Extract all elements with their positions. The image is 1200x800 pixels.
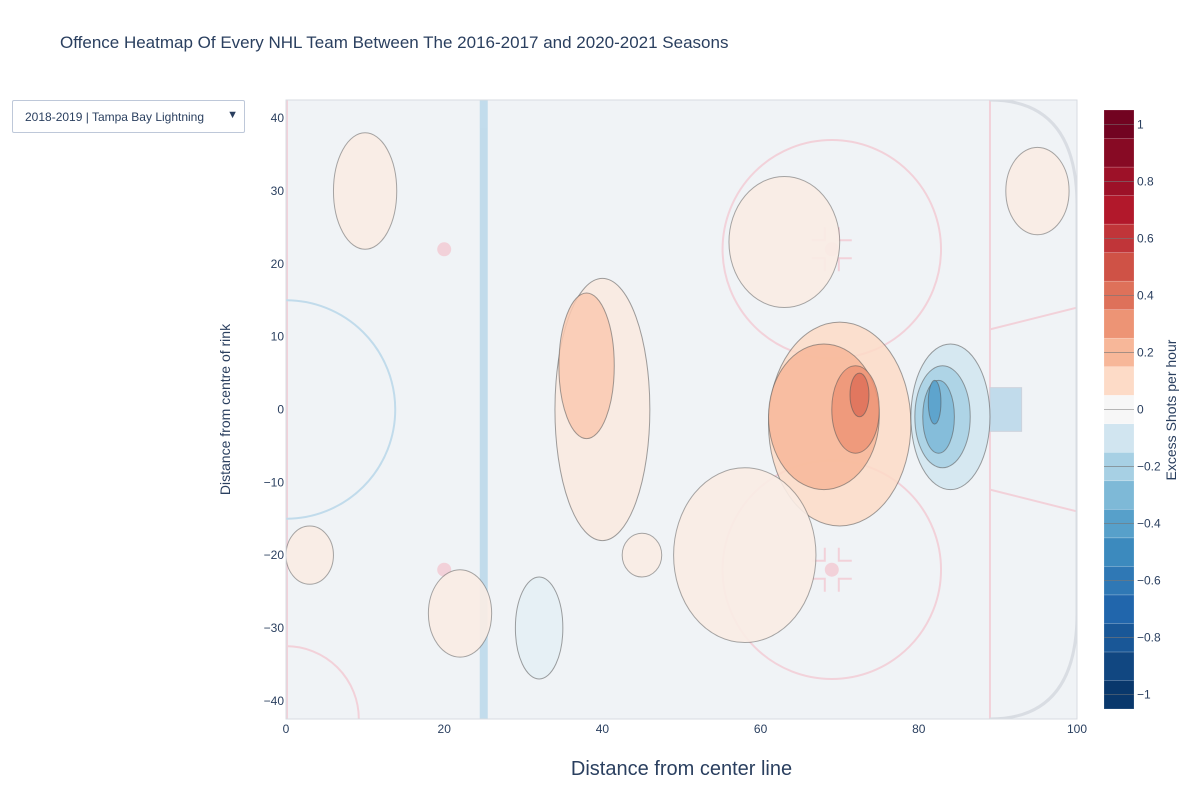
colorbar-tick-label: 0.2 [1137,345,1154,359]
contour-region [1005,146,1070,236]
chart-title: Offence Heatmap Of Every NHL Team Betwee… [60,33,729,52]
hash-mark [837,577,852,592]
y-tick-label: 20 [271,257,285,271]
neutral-faceoff-dot [437,242,452,257]
y-tick-label: −20 [264,548,285,562]
colorbar-tick-label: 0.4 [1137,288,1154,302]
colorbar-tick-label: −0.8 [1137,631,1161,645]
contour-region [332,132,398,250]
colorbar-step [1103,423,1135,453]
hash-mark [837,257,852,272]
colorbar-tick-label: −0.6 [1137,574,1161,588]
trapezoid-line [989,488,1077,513]
x-tick-label: 100 [1067,722,1087,736]
colorbar-title: Excess Shots per hour [1163,339,1179,480]
boards [989,100,1077,719]
contour-region [514,576,564,680]
x-tick-label: 60 [754,722,768,736]
colorbar-step [1103,366,1135,396]
center-circle [286,299,397,520]
hash-mark [811,577,826,592]
plot-area [286,100,1077,719]
contour-region [673,467,817,644]
hash-mark [837,547,852,562]
team-season-dropdown[interactable]: 2018-2019 | Tampa Bay Lightning ▼ [12,100,245,133]
x-tick-label: 80 [912,722,926,736]
center-red-line [286,100,288,719]
colorbar-step [1103,195,1135,225]
plot-border [285,99,1078,720]
blue-line [479,100,488,719]
contour-region [286,525,334,585]
colorbar-step [1103,138,1135,168]
y-tick-label: 0 [277,403,284,417]
colorbar-tick-label: −1 [1137,688,1151,702]
x-tick-label: 0 [283,722,290,736]
y-tick-label: −30 [264,621,285,635]
contour-region [849,372,870,418]
colorbar-step [1103,252,1135,282]
colorbar-step [1103,594,1135,624]
goal-crease [989,387,1023,432]
y-tick-label: 40 [271,111,285,125]
dropdown-selected-value: 2018-2019 | Tampa Bay Lightning [25,110,205,124]
colorbar-tick-label: 1 [1137,117,1144,131]
triangle-down-icon: ▼ [227,109,238,121]
colorbar-step [1103,480,1135,510]
colorbar-step [1103,537,1135,567]
x-tick-label: 40 [596,722,610,736]
colorbar-step [1103,309,1135,339]
x-tick-label: 20 [438,722,452,736]
x-axis-title: Distance from center line [571,758,792,780]
colorbar-tick-label: 0.6 [1137,231,1154,245]
colorbar-tick-label: 0.8 [1137,174,1154,188]
y-tick-label: 10 [271,330,285,344]
colorbar-tick-label: −0.2 [1137,460,1161,474]
y-tick-label: −10 [264,475,285,489]
colorbar-tick-label: 0 [1137,403,1144,417]
contour-region [728,175,841,309]
y-tick-label: −40 [264,694,285,708]
y-axis-title: Distance from centre of rink [217,323,233,495]
faceoff-dot [824,562,839,577]
trapezoid-line [989,306,1077,331]
contour-region [558,292,615,440]
contour-region [621,532,663,578]
contour-region [927,379,942,425]
y-tick-label: 30 [271,184,285,198]
colorbar-tick-label: −0.4 [1137,517,1161,531]
colorbar-step [1103,651,1135,681]
contour-layer [286,132,1070,680]
contour-region [427,569,493,658]
